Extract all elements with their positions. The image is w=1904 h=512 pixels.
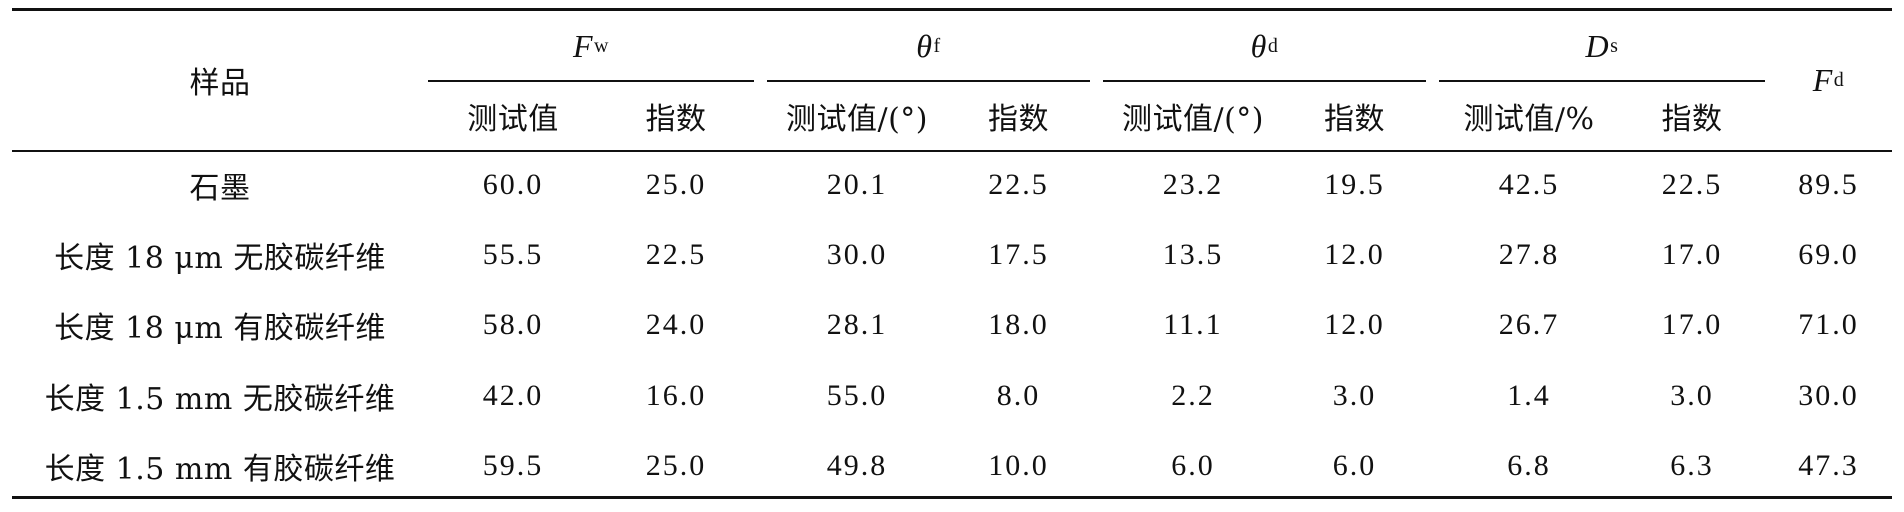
table-cell: 60.0 [482,168,544,201]
row-sample-name: 长度 1.5 mm 有胶碳纤维 [44,452,396,487]
table-cell: 10.0 [988,449,1049,482]
table-cell: 6.0 [1171,449,1215,482]
table-cell: 1.4 [1507,379,1551,412]
group-rule-thetad [1103,80,1426,82]
table-cell: 25.0 [645,168,707,201]
table-cell: 55.5 [482,238,544,271]
table-cell: 55.0 [826,379,888,412]
table-cell: 47.3 [1798,449,1859,482]
table-cell: 89.5 [1798,168,1859,201]
row-sample-name: 长度 18 μm 有胶碳纤维 [54,311,386,346]
table-cell: 22.5 [1661,168,1723,201]
row-sample-name: 石墨 [189,171,251,206]
table-cell: 8.0 [996,379,1041,412]
table-cell: 28.1 [826,308,888,341]
table-cell: 24.0 [645,308,707,341]
table-cell: 59.5 [482,449,544,482]
row-sample-name: 长度 18 μm 无胶碳纤维 [54,241,386,276]
subheader-fw-index: 指数 [645,102,707,137]
table-cell: 25.0 [645,449,707,482]
table-cell: 30.0 [1798,379,1859,412]
top-rule [12,8,1892,11]
table-cell: 11.1 [1163,308,1223,341]
subheader-thetaf-index: 指数 [988,102,1049,137]
table-cell: 27.8 [1498,238,1560,271]
table-cell: 16.0 [645,379,707,412]
subheader-thetad-value: 测试值/(°) [1121,102,1264,137]
table-cell: 71.0 [1798,308,1859,341]
table-cell: 22.5 [645,238,707,271]
table-cell: 22.5 [988,168,1049,201]
table-cell: 42.5 [1498,168,1560,201]
table-cell: 69.0 [1798,238,1859,271]
header-rule [12,150,1892,152]
header-sample: 样品 [189,66,251,101]
table-cell: 17.0 [1661,308,1723,341]
bottom-rule [12,496,1892,499]
table-cell: 6.8 [1507,449,1551,482]
subheader-ds-index: 指数 [1661,102,1723,137]
table-cell: 3.0 [1332,379,1377,412]
table-cell: 2.2 [1171,379,1215,412]
table-cell: 12.0 [1324,308,1385,341]
table-cell: 3.0 [1670,379,1714,412]
group-rule-ds [1439,80,1765,82]
table-cell: 23.2 [1162,168,1224,201]
row-sample-name: 长度 1.5 mm 无胶碳纤维 [44,382,396,417]
table-cell: 58.0 [482,308,544,341]
table-cell: 6.0 [1332,449,1377,482]
group-rule-fw [428,80,754,82]
table-cell: 12.0 [1324,238,1385,271]
table-cell: 17.5 [988,238,1049,271]
table-cell: 20.1 [826,168,888,201]
subheader-thetad-index: 指数 [1324,102,1385,137]
table-cell: 49.8 [826,449,888,482]
group-rule-thetaf [767,80,1090,82]
subheader-fw-value: 测试值 [467,102,559,137]
table-cell: 18.0 [988,308,1049,341]
table-cell: 17.0 [1661,238,1723,271]
table-cell: 42.0 [482,379,544,412]
subheader-thetaf-value: 测试值/(°) [785,102,928,137]
table-cell: 6.3 [1670,449,1714,482]
subheader-ds-value: 测试值/% [1463,102,1595,137]
table-cell: 30.0 [826,238,888,271]
table-cell: 19.5 [1324,168,1385,201]
table-cell: 13.5 [1162,238,1224,271]
table-cell: 26.7 [1498,308,1560,341]
